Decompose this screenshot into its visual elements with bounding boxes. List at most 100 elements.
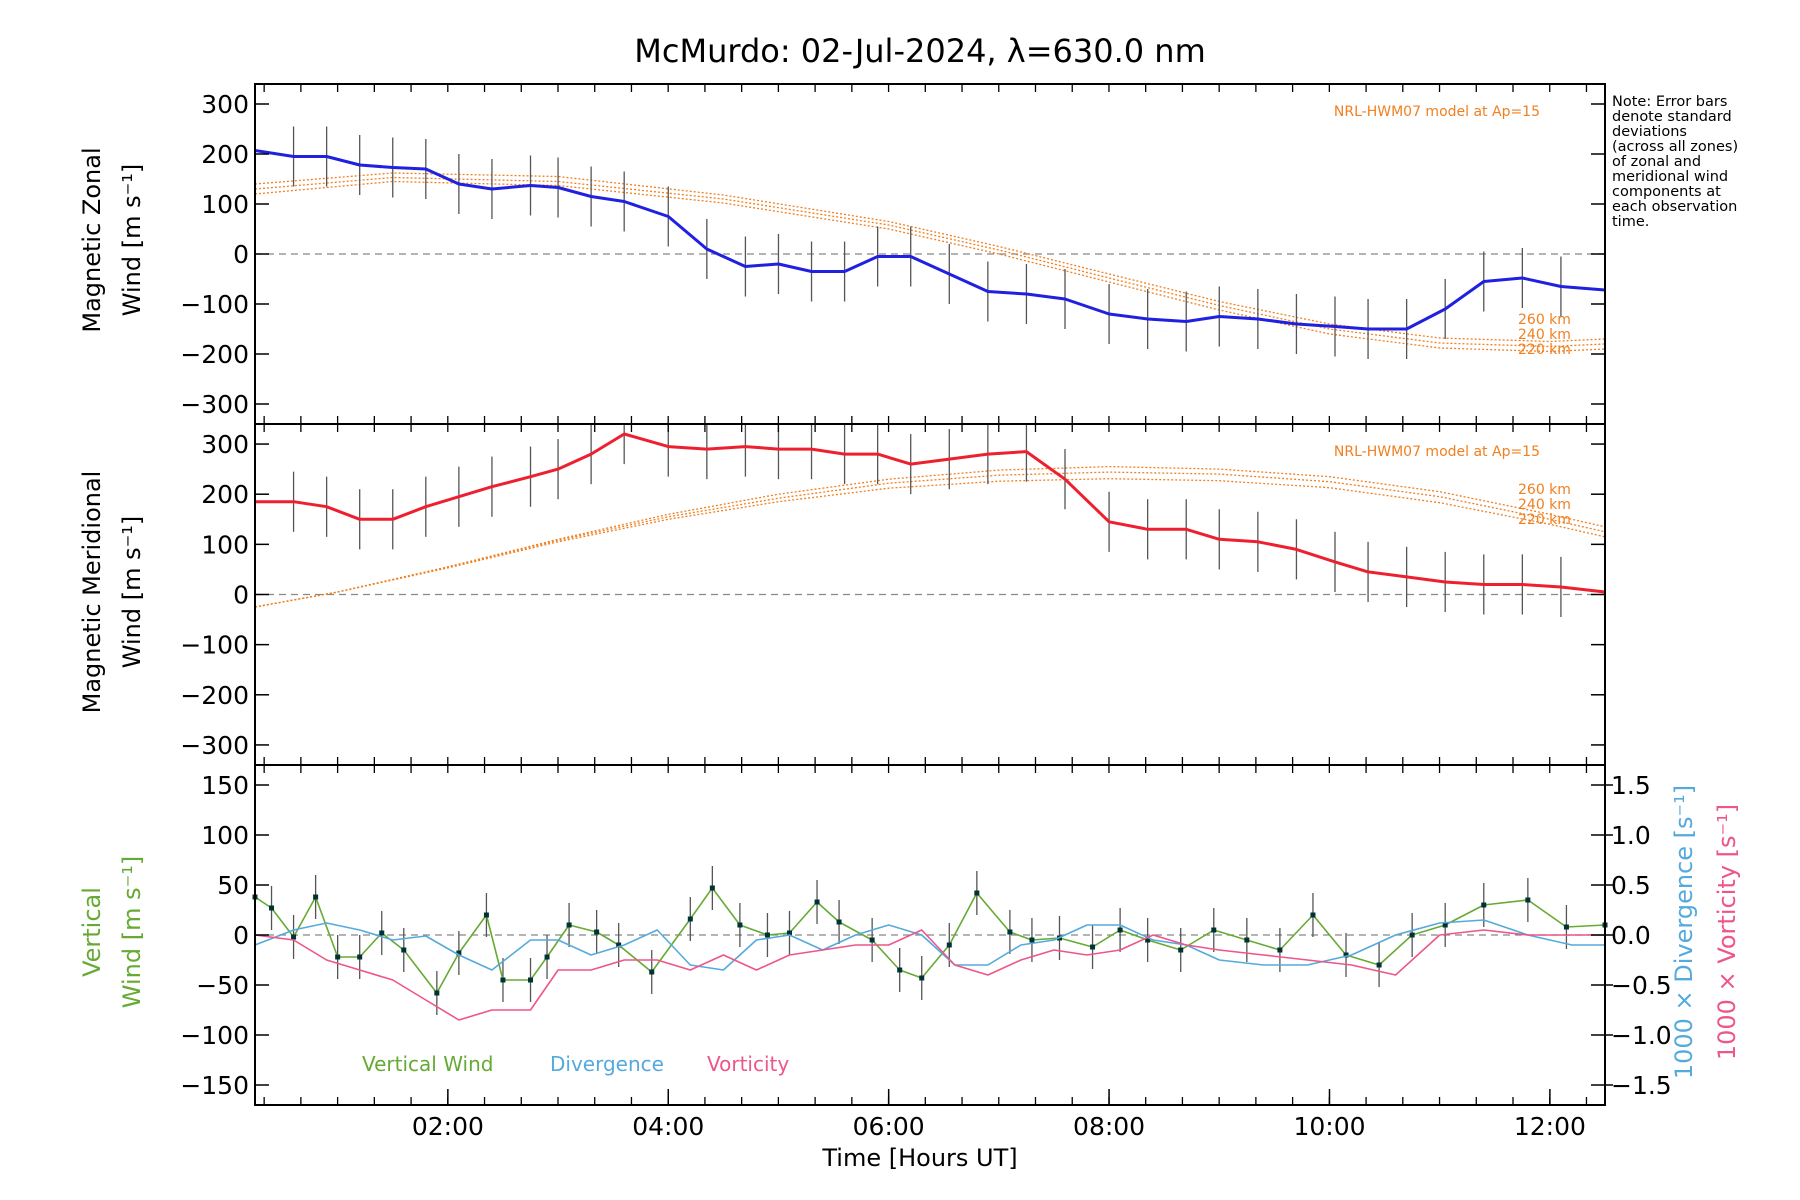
model-curve-260km	[254, 172, 1606, 343]
series-line-vertical-wind	[254, 887, 1606, 994]
y-tick-label: −300	[180, 390, 249, 419]
model-curve-240km	[254, 176, 1606, 348]
x-tick-label: 12:00	[1514, 1112, 1586, 1141]
data-point	[1277, 947, 1283, 953]
data-point	[500, 977, 506, 983]
legend-vertical-wind: Vertical Wind	[362, 1052, 493, 1076]
data-point	[1343, 952, 1349, 958]
data-point	[1442, 922, 1448, 928]
data-point	[313, 894, 319, 900]
y-right-tick-label: −0.5	[1611, 971, 1672, 1000]
data-point	[528, 977, 534, 983]
data-point	[594, 929, 600, 935]
x-tick-label: 10:00	[1293, 1112, 1365, 1141]
data-point	[379, 930, 385, 936]
y-tick-label: 100	[201, 190, 249, 219]
y-tick-label: −300	[180, 731, 249, 760]
zonal-ylabel-1: Magnetic Zonal	[78, 147, 106, 332]
x-tick-label: 04:00	[632, 1112, 704, 1141]
note-line: meridional wind	[1612, 169, 1728, 185]
data-point	[1409, 932, 1415, 938]
divergence-ylabel: 1000 × Divergence [s⁻¹]	[1670, 785, 1698, 1079]
vertical-ylabel-2: Wind [m s⁻¹]	[118, 856, 146, 1008]
data-point	[1029, 937, 1035, 943]
data-point	[869, 937, 875, 943]
y-tick-label: 200	[201, 140, 249, 169]
y-right-tick-label: −1.0	[1611, 1021, 1672, 1050]
y-tick-label: −200	[180, 340, 249, 369]
y-right-tick-label: 0.0	[1611, 921, 1651, 950]
series-line-meridional	[255, 432, 1606, 594]
y-tick-label: 300	[201, 430, 249, 459]
vertical-ylabel-1: Vertical	[78, 887, 106, 977]
note-line: components at	[1612, 184, 1721, 200]
data-point	[974, 890, 980, 896]
y-tick-label: −200	[180, 681, 249, 710]
data-point	[456, 950, 462, 956]
meridional-ylabel-1: Magnetic Meridional	[78, 471, 106, 714]
note-line: denote standard	[1612, 109, 1732, 125]
note-line: deviations	[1612, 124, 1687, 140]
data-point	[1376, 962, 1382, 968]
note-line: (across all zones)	[1612, 139, 1738, 155]
meridional-model-label: NRL-HWM07 model at Ap=15	[1334, 444, 1540, 460]
y-tick-label: −100	[180, 290, 249, 319]
y-right-tick-label: −1.5	[1611, 1071, 1672, 1100]
y-tick-label: −100	[180, 1021, 249, 1050]
note-line: each observation	[1612, 199, 1737, 215]
y-right-tick-label: 1.5	[1611, 771, 1651, 800]
data-point	[1525, 897, 1531, 903]
x-tick-label: 02:00	[412, 1112, 484, 1141]
data-point	[1244, 937, 1250, 943]
meridional-model-alt-240: 240 km	[1518, 497, 1571, 513]
note-line: of zonal and	[1612, 154, 1701, 170]
zonal-ylabel-2: Wind [m s⁻¹]	[118, 164, 146, 316]
data-point	[1117, 927, 1123, 933]
data-point	[1211, 927, 1217, 933]
y-tick-label: −100	[180, 631, 249, 660]
vorticity-ylabel: 1000 × Vorticity [s⁻¹]	[1713, 804, 1741, 1060]
y-tick-label: 0	[233, 581, 249, 610]
data-point	[616, 942, 622, 948]
y-tick-label: 150	[201, 771, 249, 800]
series-line-zonal	[254, 149, 1606, 331]
data-point	[897, 967, 903, 973]
data-point	[687, 916, 693, 922]
data-point	[1563, 924, 1569, 930]
data-point	[1007, 929, 1013, 935]
data-point	[357, 954, 363, 960]
x-tick-label: 08:00	[1073, 1112, 1145, 1141]
x-axis-label: Time [Hours UT]	[821, 1144, 1017, 1172]
data-point	[786, 930, 792, 936]
data-point	[814, 899, 820, 905]
data-point	[335, 954, 341, 960]
data-point	[946, 942, 952, 948]
model-curve-240km	[254, 471, 1606, 608]
data-point	[836, 919, 842, 925]
data-point	[919, 975, 925, 981]
data-point	[434, 990, 440, 996]
data-point	[709, 885, 715, 891]
x-tick-label: 06:00	[853, 1112, 925, 1141]
y-right-tick-label: 1.0	[1611, 821, 1651, 850]
note-line: time.	[1612, 214, 1649, 230]
data-point	[401, 947, 407, 953]
plot-layer: 300 200 100 0 −100 −200 −300 300 200 100 0 −100 −200…	[180, 83, 1672, 1141]
data-point	[1145, 937, 1151, 943]
note-block: Note: Error bars denote standard deviati…	[1612, 94, 1738, 230]
zonal-model-label: NRL-HWM07 model at Ap=15	[1334, 104, 1540, 120]
y-tick-label: 50	[217, 871, 249, 900]
model-curve-220km	[254, 478, 1606, 608]
figure-title: McMurdo: 02-Jul-2024, λ=630.0 nm	[634, 32, 1206, 70]
data-point	[566, 922, 572, 928]
meridional-ylabel-2: Wind [m s⁻¹]	[118, 516, 146, 668]
data-point	[544, 954, 550, 960]
legend-vorticity: Vorticity	[707, 1052, 789, 1076]
y-tick-label: 300	[201, 90, 249, 119]
model-curve-260km	[254, 465, 1606, 608]
legend-divergence: Divergence	[550, 1052, 664, 1076]
y-tick-label: 100	[201, 530, 249, 559]
zonal-model-alt-260: 260 km	[1518, 312, 1571, 328]
y-tick-label: −150	[180, 1071, 249, 1100]
